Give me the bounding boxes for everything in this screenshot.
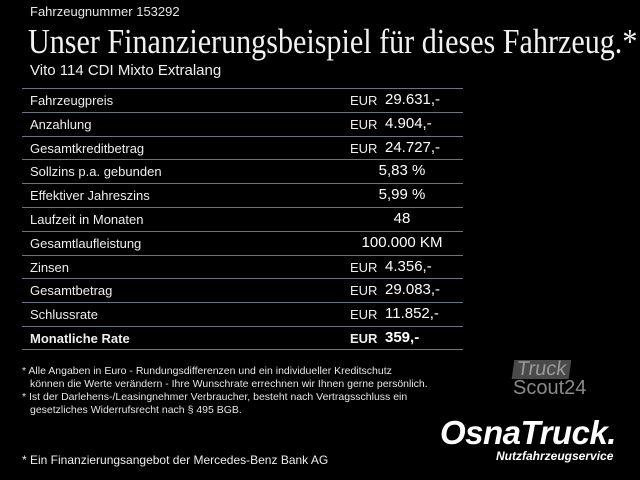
- row-value: 5,99 %: [378, 186, 426, 204]
- footnote-2-cont: gesetzliches Widerrufsrecht nach § 495 B…: [30, 404, 242, 416]
- row-value: 4.356,-: [385, 257, 432, 275]
- table-row: Anzahlung EUR 4.904,-: [22, 111, 463, 136]
- row-value: 24.727,-: [385, 138, 441, 156]
- table-row: Sollzins p.a. gebunden 5,83 %: [22, 159, 463, 183]
- row-currency: EUR: [350, 116, 378, 132]
- financing-table: Fahrzeugpreis EUR 29.631,- Anzahlung EUR 4.90…: [22, 88, 463, 350]
- vehicle-number: Fahrzeugnummer 153292: [30, 4, 180, 19]
- row-currency: EUR: [350, 307, 378, 323]
- row-value: 29.631,-: [385, 91, 441, 108]
- row-label: Effektiver Jahreszins: [30, 188, 150, 204]
- row-value: 5,83 %: [378, 162, 426, 180]
- table-row: Effektiver Jahreszins 5,99 %: [22, 183, 463, 207]
- row-label: Anzahlung: [30, 116, 92, 132]
- page-title: Unser Finanzierungsbeispiel für dieses F…: [28, 22, 638, 61]
- osnatruck-logo: OsnaTruck.: [440, 414, 616, 451]
- table-row: Monatliche Rate EUR 359,-: [22, 325, 463, 350]
- footnote-1: * Alle Angaben in Euro - Rundungsdiffere…: [22, 365, 392, 377]
- row-value: 100.000 KM: [361, 233, 443, 251]
- osnatruck-tagline: Nutzfahrzeugservice: [496, 449, 614, 463]
- row-currency: EUR: [350, 140, 378, 156]
- row-currency: EUR: [350, 330, 378, 346]
- table-row: Gesamtbetrag EUR 29.083,-: [22, 278, 463, 302]
- table-row: Zinsen EUR 4.356,-: [22, 254, 463, 279]
- row-label: Gesamtlaufleistung: [30, 235, 142, 251]
- table-row: Laufzeit in Monaten 48: [22, 206, 463, 231]
- row-label: Sollzins p.a. gebunden: [30, 164, 162, 180]
- row-label: Zinsen: [30, 259, 70, 275]
- table-row: Gesamtkreditbetrag EUR 24.727,-: [22, 135, 463, 160]
- row-currency: EUR: [350, 93, 378, 108]
- row-label: Monatliche Rate: [30, 330, 130, 346]
- bank-note: * Ein Finanzierungsangebot der Mercedes-…: [22, 453, 329, 467]
- row-currency: EUR: [350, 283, 378, 299]
- row-value: 4.904,-: [385, 114, 432, 132]
- table-row: Gesamtlaufleistung 100.000 KM: [22, 230, 463, 255]
- footnote-1-cont: können die Werte verändern - Ihre Wunsch…: [30, 378, 428, 390]
- row-label: Fahrzeugpreis: [30, 93, 114, 108]
- row-label: Schlussrate: [30, 307, 98, 323]
- row-value: 359,-: [385, 328, 420, 346]
- table-row: Schlussrate EUR 11.852,-: [22, 302, 463, 326]
- truckscout24-logo: Truck Scout24: [511, 358, 587, 399]
- row-label: Gesamtkreditbetrag: [30, 140, 145, 156]
- row-value: 11.852,-: [385, 305, 439, 323]
- vehicle-model: Vito 114 CDI Mixto Extralang: [30, 62, 222, 79]
- row-value: 48: [393, 209, 411, 227]
- table-row: Fahrzeugpreis EUR 29.631,-: [22, 88, 463, 112]
- footnote-2: * Ist der Darlehens-/Leasingnehmer Verbr…: [22, 391, 408, 403]
- row-label: Gesamtbetrag: [30, 283, 113, 299]
- row-currency: EUR: [350, 259, 378, 275]
- row-label: Laufzeit in Monaten: [30, 211, 144, 227]
- row-value: 29.083,-: [385, 281, 441, 299]
